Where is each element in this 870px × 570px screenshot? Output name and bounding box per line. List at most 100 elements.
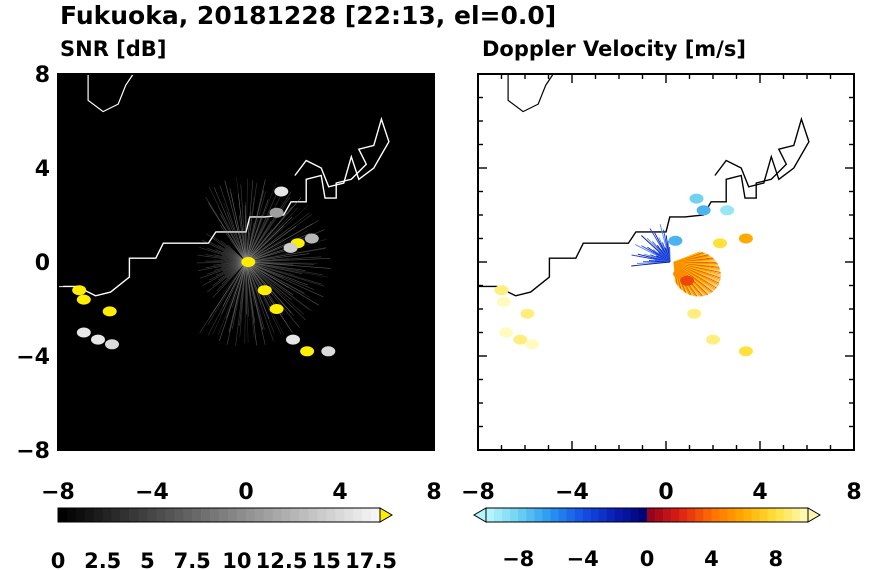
clutter-ray xyxy=(219,185,247,263)
colorbar-extend-max xyxy=(379,507,393,523)
echo-cell xyxy=(499,327,514,338)
clutter-ray xyxy=(201,239,247,263)
clutter-ray xyxy=(245,189,279,263)
colorbar-label: 17.5 xyxy=(345,549,397,570)
clutter-ray xyxy=(212,261,247,299)
echo-cell xyxy=(496,296,511,307)
colorbar-cell xyxy=(791,508,801,522)
clutter-ray xyxy=(245,261,315,265)
colorbar-cell xyxy=(494,508,503,522)
doppler-x-tick-labels: −8 −4 0 4 8 xyxy=(461,480,862,505)
clutter-ray xyxy=(226,212,247,263)
colorbar-cell xyxy=(129,508,139,522)
clutter-ray xyxy=(245,253,310,263)
clutter-ray xyxy=(245,261,306,321)
colorbar-cell xyxy=(174,508,184,522)
clutter-ray xyxy=(215,249,247,263)
x-tick-label: 0 xyxy=(238,480,253,505)
clutter-ray xyxy=(245,188,285,263)
echo-cell xyxy=(274,186,289,197)
colorbar-cell xyxy=(566,508,575,522)
echo-cell xyxy=(102,306,117,317)
clutter-ray xyxy=(217,206,247,263)
clutter-ray xyxy=(199,261,247,279)
colorbar-cell xyxy=(254,508,265,522)
colorbar-cell xyxy=(102,508,112,522)
clutter-ray xyxy=(207,261,247,293)
colorbar-cell xyxy=(165,508,175,522)
echo-cell xyxy=(738,346,753,357)
x-tick-label: 4 xyxy=(332,480,347,505)
clutter-ray xyxy=(245,232,311,263)
clutter-ray xyxy=(245,208,273,263)
clutter-ray xyxy=(245,212,310,263)
clutter-ray xyxy=(245,261,262,305)
clutter-ray xyxy=(245,199,269,263)
clutter-ray xyxy=(220,240,247,263)
snr-y-tick-labels: −8 −4 0 4 8 xyxy=(16,63,50,464)
echo-cell xyxy=(300,346,315,357)
clutter-ray xyxy=(245,230,309,263)
clutter-ray xyxy=(199,261,247,334)
colorbar-cell xyxy=(335,508,345,522)
echo-cell xyxy=(525,339,539,350)
clutter-ray xyxy=(245,261,310,310)
clutter-ray xyxy=(245,261,320,306)
clutter-ray xyxy=(213,254,247,263)
colorbar-cell xyxy=(542,508,551,522)
clutter-ray xyxy=(206,233,247,263)
clutter-ray xyxy=(232,261,247,308)
clutter-ray xyxy=(245,201,247,263)
colorbar-cell xyxy=(210,508,220,522)
clutter-ray xyxy=(245,196,291,263)
colorbar-label: 12.5 xyxy=(256,549,308,570)
clutter-ray xyxy=(245,220,319,263)
clutter-ray xyxy=(196,261,247,264)
clutter-ray xyxy=(245,261,302,274)
clutter-ray xyxy=(228,261,247,332)
clutter-ray xyxy=(212,261,247,287)
clutter-ray xyxy=(207,202,247,263)
echo-cell xyxy=(286,334,300,345)
colorbar-cell xyxy=(147,508,157,522)
clutter-ray xyxy=(218,261,247,336)
colorbar-cell xyxy=(647,508,656,522)
clutter-ray xyxy=(245,261,323,276)
colorbar-label: −8 xyxy=(502,547,534,570)
colorbar-cell xyxy=(687,508,696,522)
clutter-ray xyxy=(245,261,292,301)
colorbar-cell xyxy=(663,508,672,522)
clutter-ray xyxy=(245,204,309,263)
doppler-colorbar xyxy=(473,507,821,523)
clutter-ray xyxy=(244,205,247,263)
echo-cell xyxy=(668,235,683,246)
colorbar-label: 7.5 xyxy=(174,549,211,570)
clutter-ray xyxy=(245,261,318,264)
echo-cell xyxy=(257,285,272,296)
clutter-ray xyxy=(245,261,270,320)
colorbar-cell xyxy=(775,508,785,522)
echo-cell xyxy=(91,334,105,345)
echo-cell xyxy=(283,242,298,253)
y-tick-label: −8 xyxy=(16,439,50,464)
colorbar-label: 5 xyxy=(140,549,155,570)
coastline-segment xyxy=(58,116,390,297)
echo-cell xyxy=(680,275,695,286)
colorbar-cell xyxy=(111,508,121,522)
colorbar-cell xyxy=(236,508,247,522)
clutter-ray xyxy=(222,261,247,295)
echo-cell xyxy=(689,193,704,204)
clutter-ray xyxy=(232,261,247,329)
clutter-ray xyxy=(245,191,292,263)
clutter-ray xyxy=(204,260,247,263)
colorbar-cell xyxy=(344,508,354,522)
clutter-ray xyxy=(207,261,247,325)
colorbar-cell xyxy=(743,508,752,522)
snr-ground-clutter xyxy=(196,177,331,346)
colorbar-cell xyxy=(58,508,68,522)
clutter-ray xyxy=(245,261,313,312)
colorbar-cell xyxy=(84,508,95,522)
colorbar-cell xyxy=(75,508,86,522)
clutter-ray xyxy=(238,193,247,263)
colorbar-cell xyxy=(281,508,291,522)
